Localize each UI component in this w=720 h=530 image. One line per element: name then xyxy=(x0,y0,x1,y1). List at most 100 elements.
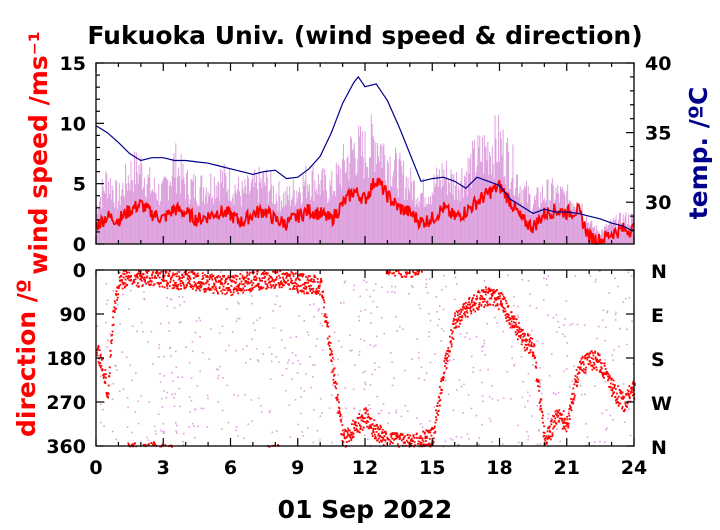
instant-direction-point xyxy=(511,322,513,325)
mean-direction-point xyxy=(435,416,437,418)
instant-direction-point xyxy=(599,440,601,443)
mean-direction-point xyxy=(449,350,451,353)
instant-direction-point xyxy=(192,350,194,353)
mean-direction-point xyxy=(138,273,141,275)
mean-direction-point xyxy=(535,361,538,364)
mean-direction-point xyxy=(121,281,124,284)
mean-direction-point xyxy=(597,354,600,357)
mean-direction-point xyxy=(153,283,156,286)
mean-direction-point xyxy=(348,434,351,437)
mean-direction-point xyxy=(159,272,162,275)
mean-direction-point xyxy=(588,353,590,356)
mean-direction-point xyxy=(243,289,246,292)
instant-direction-point xyxy=(524,405,526,408)
instant-direction-point xyxy=(119,323,121,325)
mean-direction-point xyxy=(104,376,107,379)
instant-direction-point xyxy=(425,282,428,285)
instant-direction-point xyxy=(529,293,531,295)
mean-direction-point xyxy=(436,402,439,404)
mean-direction-point xyxy=(294,279,297,281)
mean-direction-point xyxy=(419,437,422,440)
instant-direction-point xyxy=(411,285,413,287)
mean-direction-point xyxy=(511,316,514,319)
instant-direction-point xyxy=(236,301,239,304)
instant-direction-point xyxy=(359,410,361,412)
mean-direction-point xyxy=(440,377,443,380)
mean-direction-point xyxy=(614,396,617,399)
instant-direction-point xyxy=(196,384,199,387)
mean-direction-point xyxy=(365,422,368,425)
mean-direction-point xyxy=(173,287,176,289)
mean-direction-point xyxy=(316,281,319,283)
mean-direction-point xyxy=(553,426,556,428)
mean-direction-point xyxy=(252,278,255,281)
mean-direction-point xyxy=(410,437,413,440)
compass-tick-label: N xyxy=(651,437,667,459)
instant-direction-point xyxy=(594,281,597,283)
mean-direction-point xyxy=(484,286,487,289)
mean-direction-point xyxy=(392,433,395,435)
mean-direction-point xyxy=(192,277,195,279)
mean-direction-point xyxy=(526,333,529,335)
mean-direction-point xyxy=(186,284,189,287)
mean-direction-point xyxy=(344,437,347,440)
mean-direction-point xyxy=(410,276,413,278)
mean-direction-point xyxy=(268,281,270,284)
mean-direction-point xyxy=(474,302,477,305)
mean-direction-point xyxy=(340,420,343,423)
mean-direction-point xyxy=(481,290,484,292)
mean-direction-point xyxy=(532,353,534,356)
mean-direction-point xyxy=(278,274,280,277)
mean-direction-point xyxy=(535,366,538,369)
instant-direction-point xyxy=(412,286,414,289)
mean-direction-point xyxy=(138,285,140,288)
mean-direction-point xyxy=(394,432,397,435)
instant-direction-point xyxy=(159,322,162,325)
instant-direction-point xyxy=(106,346,108,348)
mean-direction-point xyxy=(465,306,468,308)
instant-direction-point xyxy=(547,314,549,316)
mean-direction-point xyxy=(572,398,575,400)
mean-direction-point xyxy=(580,357,583,360)
mean-direction-point xyxy=(433,425,436,428)
mean-direction-point xyxy=(313,276,316,279)
compass-tick-label: W xyxy=(651,393,672,415)
instant-direction-point xyxy=(393,377,395,380)
mean-direction-point xyxy=(222,285,225,288)
instant-direction-point xyxy=(313,316,315,318)
mean-direction-point xyxy=(500,300,502,302)
mean-direction-point xyxy=(510,311,513,314)
mean-direction-point xyxy=(591,364,594,367)
mean-direction-point xyxy=(592,354,595,357)
instant-direction-point xyxy=(98,358,101,361)
instant-direction-point xyxy=(336,412,338,414)
instant-direction-point xyxy=(604,326,607,329)
mean-direction-point xyxy=(319,280,322,283)
mean-direction-point xyxy=(391,437,394,440)
mean-direction-point xyxy=(108,375,111,377)
mean-direction-point xyxy=(423,431,426,434)
mean-direction-point xyxy=(341,424,344,426)
mean-direction-point xyxy=(195,286,198,288)
instant-direction-point xyxy=(552,316,555,319)
mean-direction-point xyxy=(204,288,206,291)
mean-direction-point xyxy=(432,437,435,440)
instant-direction-point xyxy=(289,336,292,339)
mean-direction-point xyxy=(108,366,111,369)
instant-direction-point xyxy=(298,315,300,317)
mean-direction-point xyxy=(336,393,339,396)
mean-direction-point xyxy=(363,417,366,420)
mean-direction-point xyxy=(486,304,489,307)
instant-direction-point xyxy=(237,395,240,397)
instant-direction-point xyxy=(542,277,545,280)
mean-direction-point xyxy=(455,310,458,313)
mean-direction-point xyxy=(139,278,141,281)
instant-direction-point xyxy=(158,356,160,358)
mean-direction-point xyxy=(98,362,101,365)
instant-direction-point xyxy=(166,305,169,307)
mean-direction-point xyxy=(270,275,273,278)
instant-direction-point xyxy=(592,361,594,363)
mean-direction-point xyxy=(398,445,400,448)
instant-direction-point xyxy=(148,401,151,403)
mean-direction-point xyxy=(134,274,136,277)
